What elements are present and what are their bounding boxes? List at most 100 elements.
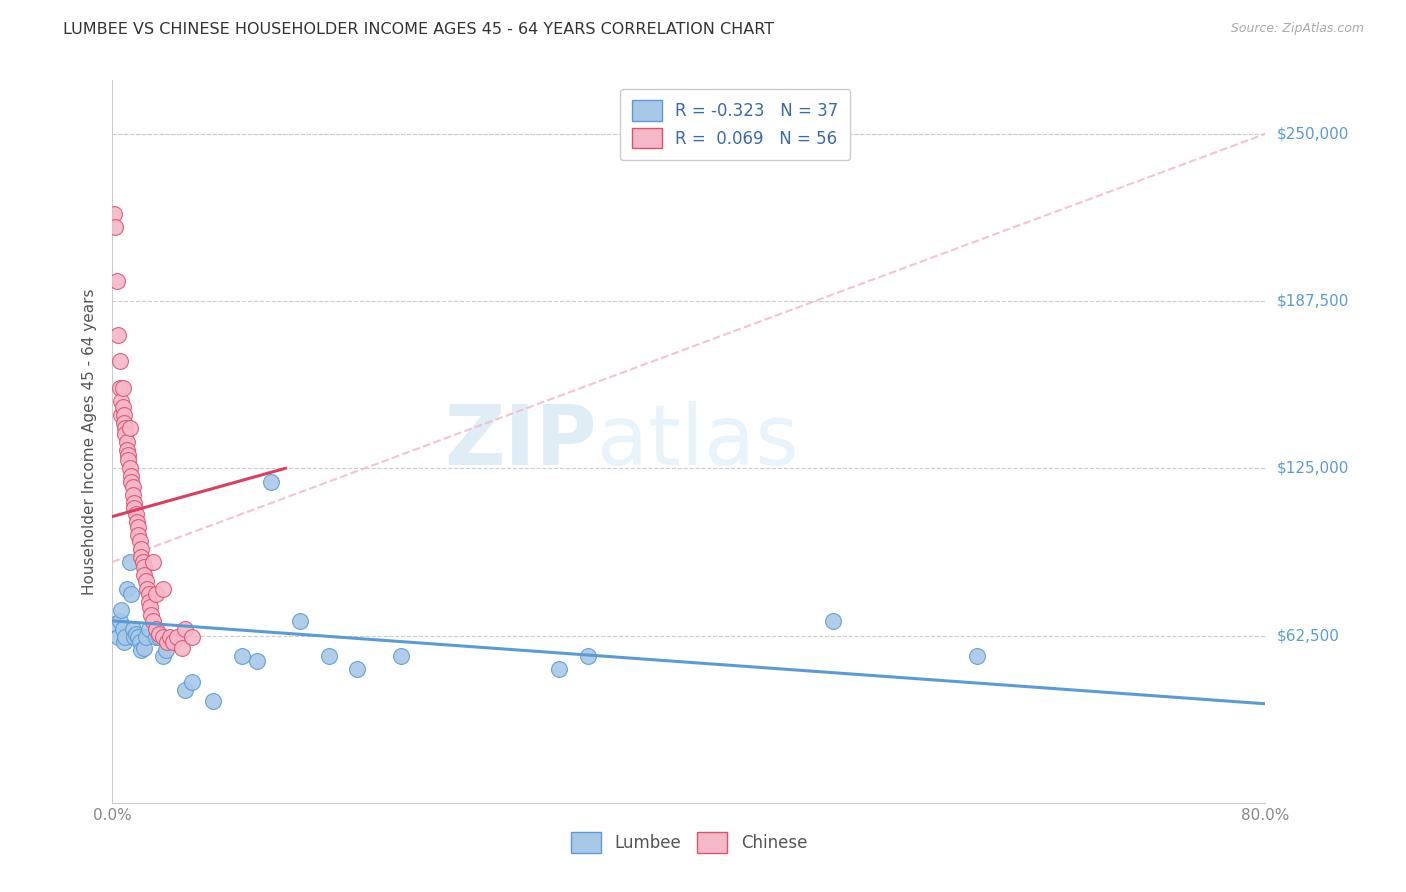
Text: Source: ZipAtlas.com: Source: ZipAtlas.com: [1230, 22, 1364, 36]
Point: [318, 648, 340, 663]
Point: [142, 614, 165, 628]
Point: [111, 400, 134, 414]
Point: [112, 635, 135, 649]
Point: [145, 630, 167, 644]
Point: [135, 574, 157, 588]
Point: [180, 630, 202, 644]
Point: [129, 549, 153, 564]
Point: [134, 568, 156, 582]
Point: [122, 496, 145, 510]
Point: [120, 469, 142, 483]
Point: [966, 648, 988, 663]
Point: [104, 220, 127, 235]
Point: [202, 694, 225, 708]
Point: [125, 515, 148, 529]
Point: [145, 622, 167, 636]
Text: LUMBEE VS CHINESE HOUSEHOLDER INCOME AGES 45 - 64 YEARS CORRELATION CHART: LUMBEE VS CHINESE HOUSEHOLDER INCOME AGE…: [63, 22, 775, 37]
Point: [136, 582, 159, 596]
Point: [108, 614, 131, 628]
Point: [156, 635, 179, 649]
Point: [121, 622, 143, 636]
Point: [108, 354, 131, 368]
Text: $250,000: $250,000: [1277, 127, 1348, 141]
Text: $187,500: $187,500: [1277, 293, 1348, 309]
Y-axis label: Householder Income Ages 45 - 64 years: Householder Income Ages 45 - 64 years: [82, 288, 97, 595]
Point: [288, 614, 311, 628]
Text: $125,000: $125,000: [1277, 461, 1348, 475]
Point: [114, 630, 136, 644]
Point: [118, 421, 141, 435]
Point: [166, 630, 188, 644]
Point: [138, 622, 160, 636]
Point: [129, 643, 153, 657]
Point: [152, 582, 174, 596]
Text: $62,500: $62,500: [1277, 628, 1340, 643]
Point: [118, 461, 141, 475]
Point: [127, 630, 149, 644]
Point: [134, 640, 156, 655]
Point: [121, 488, 143, 502]
Point: [155, 643, 177, 657]
Point: [115, 434, 138, 449]
Point: [115, 442, 138, 457]
Point: [104, 616, 127, 631]
Point: [128, 533, 150, 548]
Point: [127, 520, 149, 534]
Point: [121, 480, 143, 494]
Point: [110, 394, 132, 409]
Point: [118, 555, 141, 569]
Point: [122, 501, 145, 516]
Point: [105, 274, 128, 288]
Point: [124, 507, 146, 521]
Point: [141, 608, 163, 623]
Point: [173, 683, 195, 698]
Point: [170, 640, 193, 655]
Point: [173, 622, 195, 636]
Point: [159, 630, 181, 644]
Point: [231, 648, 253, 663]
Point: [110, 408, 132, 422]
Point: [112, 416, 135, 430]
Point: [107, 327, 129, 342]
Point: [346, 662, 368, 676]
Point: [112, 408, 135, 422]
Text: atlas: atlas: [596, 401, 799, 482]
Point: [122, 630, 145, 644]
Point: [145, 587, 167, 601]
Point: [128, 635, 150, 649]
Point: [389, 648, 412, 663]
Point: [108, 381, 131, 395]
Point: [124, 627, 146, 641]
Point: [107, 630, 129, 644]
Point: [111, 622, 134, 636]
Point: [120, 587, 142, 601]
Point: [162, 635, 184, 649]
Legend: Lumbee, Chinese: Lumbee, Chinese: [564, 826, 814, 860]
Point: [103, 207, 125, 221]
Point: [111, 381, 134, 395]
Point: [576, 648, 599, 663]
Point: [114, 421, 136, 435]
Point: [148, 630, 170, 644]
Point: [548, 662, 571, 676]
Point: [152, 648, 174, 663]
Point: [260, 475, 283, 489]
Point: [139, 600, 162, 615]
Point: [246, 654, 269, 668]
Text: ZIP: ZIP: [444, 401, 596, 482]
Point: [132, 555, 155, 569]
Point: [114, 426, 136, 441]
Point: [115, 582, 138, 596]
Point: [127, 528, 149, 542]
Point: [152, 630, 174, 644]
Point: [129, 541, 153, 556]
Point: [117, 453, 139, 467]
Point: [821, 614, 844, 628]
Point: [135, 630, 157, 644]
Point: [148, 627, 170, 641]
Point: [180, 675, 202, 690]
Point: [142, 555, 165, 569]
Point: [110, 603, 132, 617]
Point: [117, 448, 139, 462]
Point: [138, 587, 160, 601]
